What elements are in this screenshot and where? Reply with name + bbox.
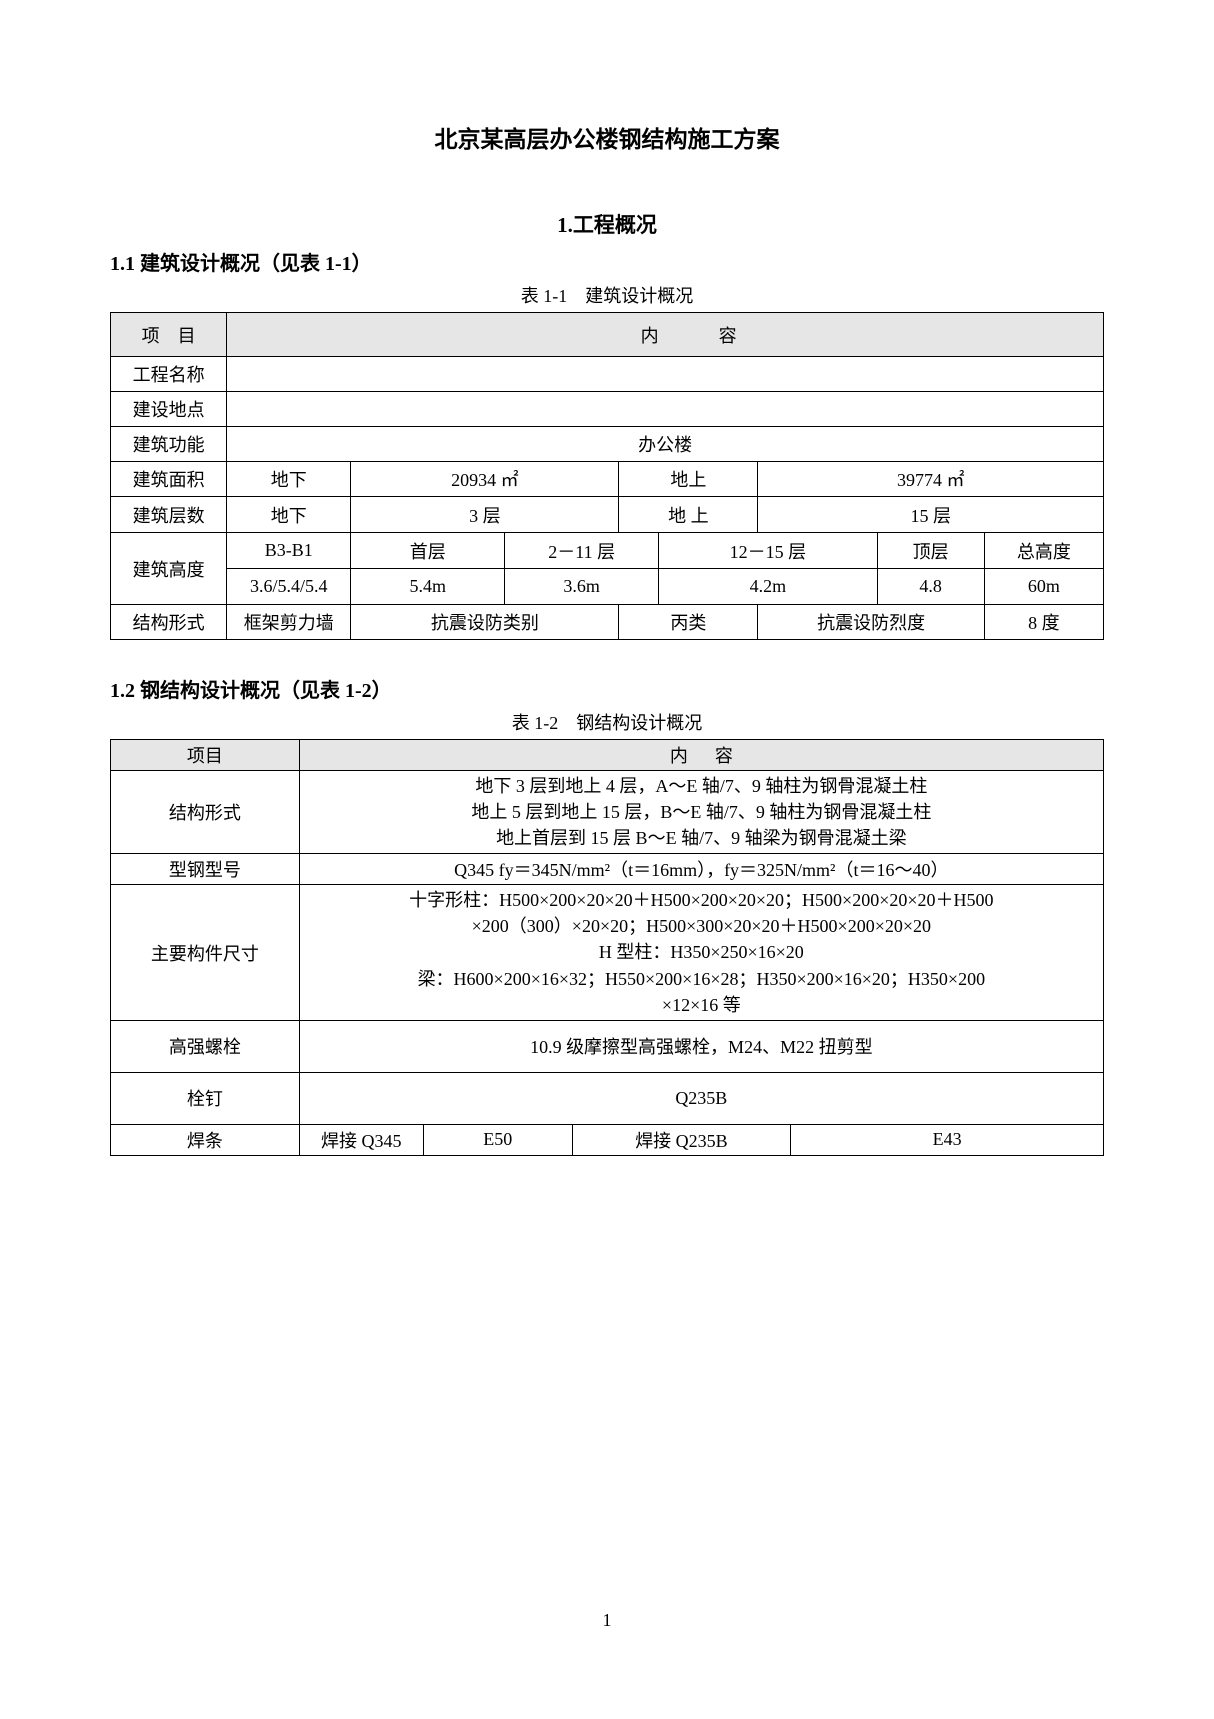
t2-r4-label: 高强螺栓 xyxy=(111,1020,300,1072)
t2-r1-v3: 地上首层到 15 层 B～E 轴/7、9 轴梁为钢骨混凝土梁 xyxy=(304,825,1099,851)
t1-r6-label: 建筑高度 xyxy=(111,533,227,605)
t1-r6-f: 总高度 xyxy=(984,533,1103,569)
t1-r7-a: 框架剪力墙 xyxy=(227,605,351,640)
t2-r6-d: E43 xyxy=(791,1124,1104,1155)
t2-r4-value: 10.9 级摩擦型高强螺栓，M24、M22 扭剪型 xyxy=(299,1020,1103,1072)
t2-r3-v2: ×200（300）×20×20；H500×300×20×20＋H500×200×… xyxy=(304,913,1099,939)
t1-r7-b: 抗震设防类别 xyxy=(351,605,619,640)
t2-r2-label: 型钢型号 xyxy=(111,854,300,885)
t1-r6-e: 顶层 xyxy=(877,533,984,569)
t1-r6-a2: 3.6/5.4/5.4 xyxy=(227,569,351,605)
t2-r6-label: 焊条 xyxy=(111,1124,300,1155)
t1-r1-value xyxy=(227,357,1104,392)
t1-r4-label: 建筑面积 xyxy=(111,462,227,497)
t1-r7-d: 抗震设防烈度 xyxy=(758,605,984,640)
t2-r5-label: 栓钉 xyxy=(111,1072,300,1124)
t1-r5-d: 15 层 xyxy=(758,497,1104,533)
t1-r6-b2: 5.4m xyxy=(351,569,505,605)
t2-r3-value: 十字形柱：H500×200×20×20＋H500×200×20×20；H500×… xyxy=(299,885,1103,1020)
t2-r3-v1: 十字形柱：H500×200×20×20＋H500×200×20×20；H500×… xyxy=(304,887,1099,913)
t1-r2-label: 建设地点 xyxy=(111,392,227,427)
t2-r3-v5: ×12×16 等 xyxy=(304,992,1099,1018)
t1-r6-d: 12－15 层 xyxy=(659,533,877,569)
t2-r1-value: 地下 3 层到地上 4 层，A～E 轴/7、9 轴柱为钢骨混凝土柱 地上 5 层… xyxy=(299,771,1103,854)
t2-r1-v2: 地上 5 层到地上 15 层，B～E 轴/7、9 轴柱为钢骨混凝土柱 xyxy=(304,799,1099,825)
t2-header-content-b: 容 xyxy=(715,746,733,766)
t1-r4-a: 地下 xyxy=(227,462,351,497)
t2-r3-label: 主要构件尺寸 xyxy=(111,885,300,1020)
t2-r2-value: Q345 fy＝345N/mm²（t＝16mm），fy＝325N/mm²（t＝1… xyxy=(299,854,1103,885)
t1-header-content-b: 容 xyxy=(659,313,1104,357)
t1-header-item: 项 目 xyxy=(111,313,227,357)
t1-r6-c: 2－11 层 xyxy=(505,533,659,569)
t1-r5-a: 地下 xyxy=(227,497,351,533)
table-1-2-caption: 表 1-2 钢结构设计概况 xyxy=(110,709,1104,735)
document-title: 北京某高层办公楼钢结构施工方案 xyxy=(110,120,1104,154)
t1-r4-c: 地上 xyxy=(619,462,758,497)
t1-header-content-a: 内 xyxy=(227,313,659,357)
subsection-1-2-title: 1.2 钢结构设计概况（见表 1-2） xyxy=(110,674,1104,703)
subsection-1-1-title: 1.1 建筑设计概况（见表 1-1） xyxy=(110,247,1104,276)
t1-r7-label: 结构形式 xyxy=(111,605,227,640)
section-1-title: 1.工程概况 xyxy=(110,209,1104,239)
t1-r3-label: 建筑功能 xyxy=(111,427,227,462)
t2-r1-label: 结构形式 xyxy=(111,771,300,854)
t1-r1-label: 工程名称 xyxy=(111,357,227,392)
t2-header-content: 内 容 xyxy=(299,740,1103,771)
table-1-1-caption: 表 1-1 建筑设计概况 xyxy=(110,282,1104,308)
t2-r3-v3: H 型柱：H350×250×16×20 xyxy=(304,939,1099,965)
t1-r6-c2: 3.6m xyxy=(505,569,659,605)
t1-r6-b: 首层 xyxy=(351,533,505,569)
t1-r4-d: 39774 ㎡ xyxy=(758,462,1104,497)
table-1-2: 项目 内 容 结构形式 地下 3 层到地上 4 层，A～E 轴/7、9 轴柱为钢… xyxy=(110,739,1104,1156)
t1-r4-b: 20934 ㎡ xyxy=(351,462,619,497)
t2-header-item: 项目 xyxy=(111,740,300,771)
t2-header-content-a: 内 xyxy=(670,746,688,766)
t1-r6-d2: 4.2m xyxy=(659,569,877,605)
t2-r1-v1: 地下 3 层到地上 4 层，A～E 轴/7、9 轴柱为钢骨混凝土柱 xyxy=(304,773,1099,799)
page-number: 1 xyxy=(0,1610,1214,1631)
t1-r5-c: 地 上 xyxy=(619,497,758,533)
t1-r7-e: 8 度 xyxy=(984,605,1103,640)
t1-r2-value xyxy=(227,392,1104,427)
t1-r5-b: 3 层 xyxy=(351,497,619,533)
table-1-1: 项 目 内 容 工程名称 建设地点 建筑功能 办公楼 建筑面积 地下 20934… xyxy=(110,312,1104,640)
t2-r6-b: E50 xyxy=(423,1124,572,1155)
t1-r7-c: 丙类 xyxy=(619,605,758,640)
t1-r6-f2: 60m xyxy=(984,569,1103,605)
t2-r3-v4: 梁：H600×200×16×32；H550×200×16×28；H350×200… xyxy=(304,966,1099,992)
t1-r5-label: 建筑层数 xyxy=(111,497,227,533)
t1-r6-a: B3-B1 xyxy=(227,533,351,569)
t2-r6-c: 焊接 Q235B xyxy=(572,1124,790,1155)
t1-r6-e2: 4.8 xyxy=(877,569,984,605)
t2-r6-a: 焊接 Q345 xyxy=(299,1124,423,1155)
t2-r5-value: Q235B xyxy=(299,1072,1103,1124)
t1-r3-value: 办公楼 xyxy=(227,427,1104,462)
